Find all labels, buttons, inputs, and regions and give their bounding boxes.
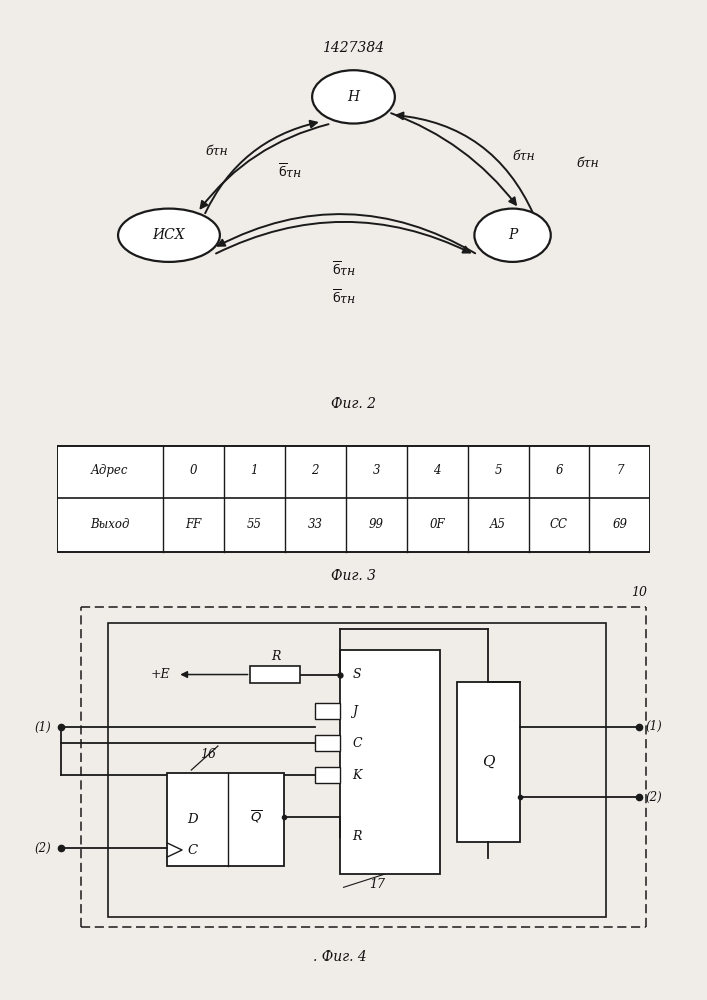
Text: Q: Q (482, 755, 494, 769)
Text: 33: 33 (308, 518, 322, 531)
Text: 55: 55 (247, 518, 262, 531)
Text: 6: 6 (555, 464, 563, 477)
Text: Фиг. 3: Фиг. 3 (331, 569, 376, 583)
Bar (315, 735, 340, 751)
Text: R: R (271, 650, 280, 663)
Text: ИСХ: ИСХ (153, 228, 185, 242)
Text: Выход: Выход (90, 518, 129, 531)
Text: 99: 99 (368, 518, 384, 531)
Text: (2): (2) (35, 842, 51, 855)
Text: . Фиг. 4: . Фиг. 4 (313, 950, 367, 964)
Text: 3: 3 (373, 464, 380, 477)
Text: (1): (1) (646, 720, 662, 733)
Bar (107, 623, 606, 917)
Text: K: K (352, 769, 361, 782)
Text: (2): (2) (646, 791, 662, 804)
Bar (457, 682, 520, 842)
Text: 2: 2 (312, 464, 319, 477)
Text: FF: FF (185, 518, 201, 531)
Ellipse shape (118, 209, 220, 262)
Bar (250, 666, 300, 683)
Text: 0F: 0F (429, 518, 445, 531)
Text: 5: 5 (494, 464, 502, 477)
Text: Адрес: Адрес (91, 464, 129, 477)
Text: бτн: бτн (576, 157, 599, 170)
Text: R: R (352, 830, 361, 843)
Text: (1): (1) (35, 721, 51, 734)
Bar (340, 650, 440, 874)
Text: 4: 4 (433, 464, 441, 477)
Text: 1427384: 1427384 (322, 40, 385, 54)
Text: Фиг. 2: Фиг. 2 (331, 397, 376, 411)
Text: C: C (352, 737, 362, 750)
Text: 0: 0 (189, 464, 197, 477)
Ellipse shape (474, 209, 551, 262)
Text: S: S (352, 668, 361, 680)
Text: C: C (187, 843, 198, 856)
Text: 1: 1 (250, 464, 258, 477)
Text: 16: 16 (200, 747, 216, 760)
Bar (168, 773, 284, 866)
Bar (315, 767, 340, 783)
Text: D: D (187, 813, 198, 826)
Text: A5: A5 (490, 518, 506, 531)
Text: 10: 10 (631, 586, 648, 599)
Text: бτн: бτн (205, 144, 228, 157)
Bar (315, 703, 340, 719)
Text: 69: 69 (612, 518, 628, 531)
Text: Н: Н (347, 90, 360, 104)
Text: бτн: бτн (513, 149, 535, 162)
Ellipse shape (312, 70, 395, 124)
Text: $\overline{\text{б}}$τн: $\overline{\text{б}}$τн (332, 288, 356, 306)
Text: +E: +E (151, 668, 171, 681)
Text: $\overline{\text{б}}$τн: $\overline{\text{б}}$τн (278, 162, 302, 180)
Text: $\overline{Q}$: $\overline{Q}$ (250, 808, 262, 825)
Text: $\overline{\text{б}}$τн: $\overline{\text{б}}$τн (332, 260, 356, 277)
Text: Р: Р (508, 228, 518, 242)
Text: CC: CC (550, 518, 568, 531)
Text: 17: 17 (369, 878, 385, 891)
Text: 7: 7 (617, 464, 624, 477)
Text: J: J (352, 705, 357, 718)
